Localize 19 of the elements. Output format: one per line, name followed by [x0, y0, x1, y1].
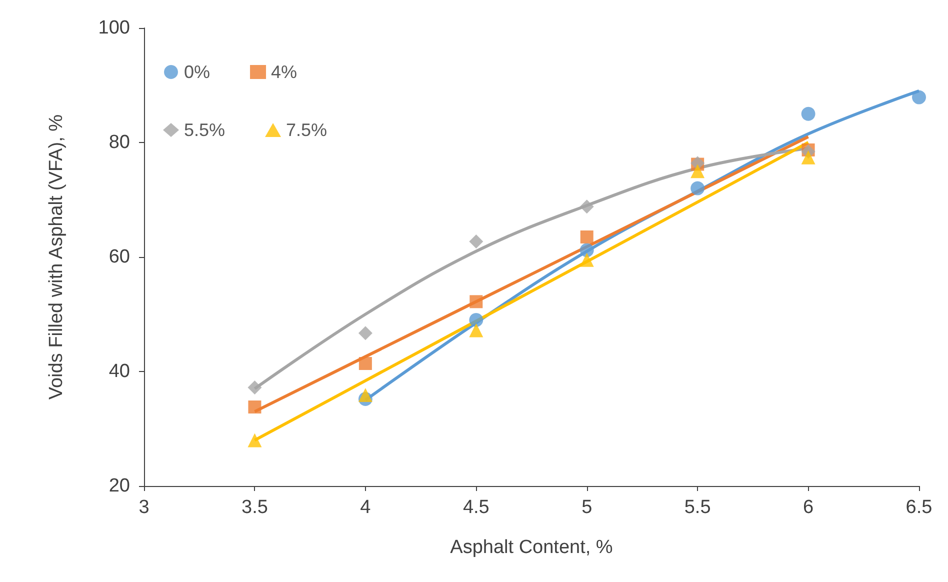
x-axis-title: Asphalt Content, %: [450, 537, 613, 558]
legend-label: 4%: [271, 62, 298, 82]
x-tick-label: 5.5: [684, 497, 711, 518]
y-tick-label: 40: [108, 361, 130, 382]
x-tick-label: 4.5: [462, 497, 490, 518]
x-tick-label: 6.5: [906, 497, 932, 518]
y-tick-label: 20: [108, 476, 130, 496]
y-axis-title: Voids Filled with Asphalt (VFA), %: [46, 114, 67, 400]
legend-label: 5.5%: [184, 120, 226, 140]
x-tick-label: 3.5: [242, 497, 268, 518]
x-tick-label: 5: [582, 497, 592, 518]
x-tick-label: 3: [138, 497, 150, 518]
legend-label: 0%: [184, 62, 210, 82]
x-tick-label: 6: [802, 497, 814, 518]
legend-label: 7.5%: [286, 120, 328, 140]
y-tick-label: 60: [108, 246, 130, 268]
y-tick-label: 100: [98, 18, 130, 38]
y-tick-label: 80: [108, 132, 130, 153]
x-tick-label: 4: [360, 497, 372, 518]
